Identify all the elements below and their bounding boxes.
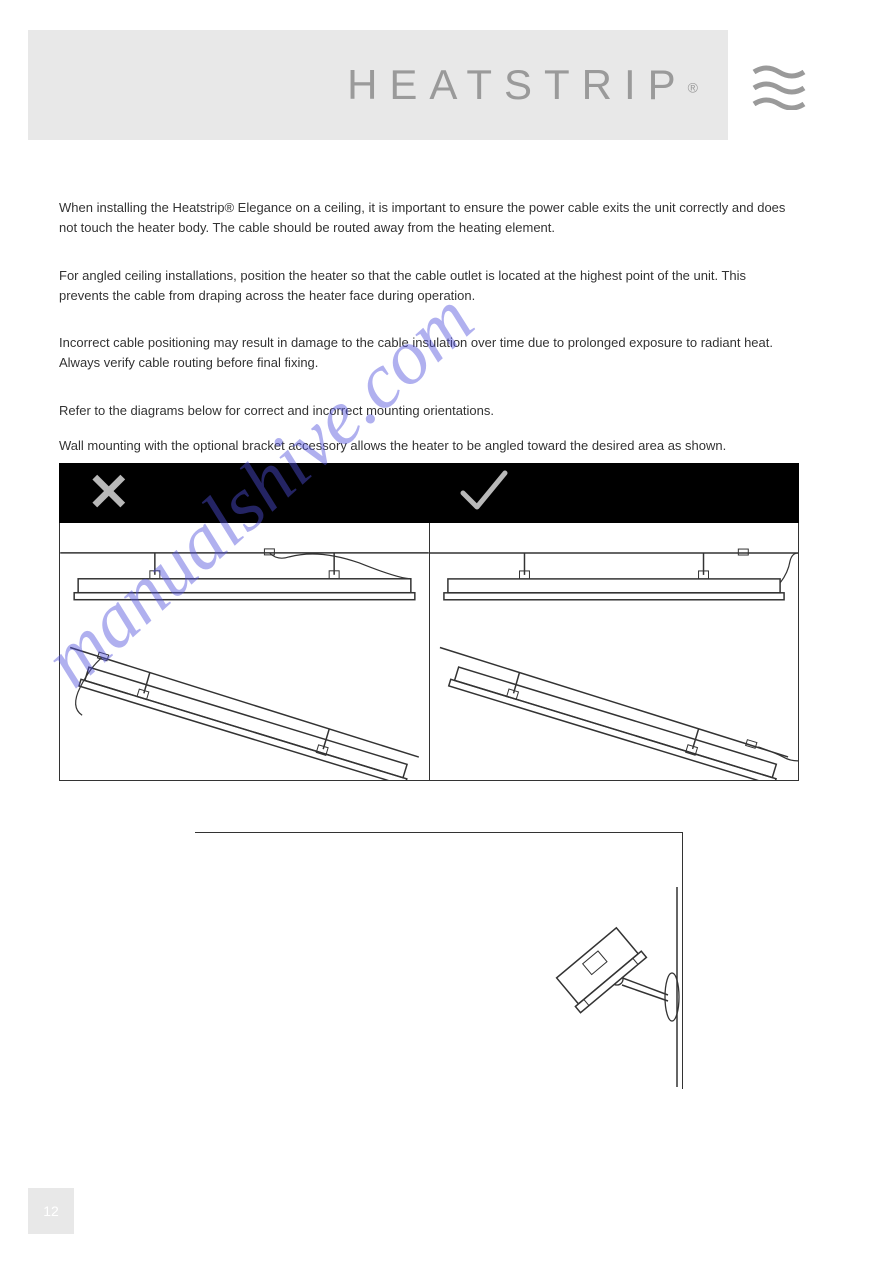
check-mark-icon bbox=[457, 467, 511, 520]
correct-header-cell bbox=[429, 463, 799, 523]
installation-diagram: ✕ bbox=[59, 463, 799, 781]
wave-logo-icon bbox=[752, 62, 806, 110]
diagram-header: ✕ bbox=[59, 463, 799, 523]
paragraph-2: For angled ceiling installations, positi… bbox=[59, 266, 799, 305]
paragraph-4: Refer to the diagrams below for correct … bbox=[59, 401, 799, 421]
page-number: 12 bbox=[28, 1188, 74, 1234]
diagram-body bbox=[59, 523, 799, 781]
wall-bracket-drawing bbox=[502, 887, 682, 1087]
incorrect-header-cell: ✕ bbox=[59, 463, 429, 523]
x-mark-icon: ✕ bbox=[87, 463, 131, 523]
brand-banner: HEATSTRIP® bbox=[28, 30, 728, 140]
correct-diagram-cell bbox=[429, 523, 799, 781]
wall-mount-diagram bbox=[195, 832, 683, 1089]
paragraph-5: Wall mounting with the optional bracket … bbox=[59, 436, 799, 456]
incorrect-diagram-cell bbox=[59, 523, 429, 781]
page-number-text: 12 bbox=[43, 1203, 59, 1219]
paragraph-1: When installing the Heatstrip® Elegance … bbox=[59, 198, 799, 237]
brand-name: HEATSTRIP® bbox=[347, 61, 698, 109]
paragraph-3: Incorrect cable positioning may result i… bbox=[59, 333, 799, 372]
